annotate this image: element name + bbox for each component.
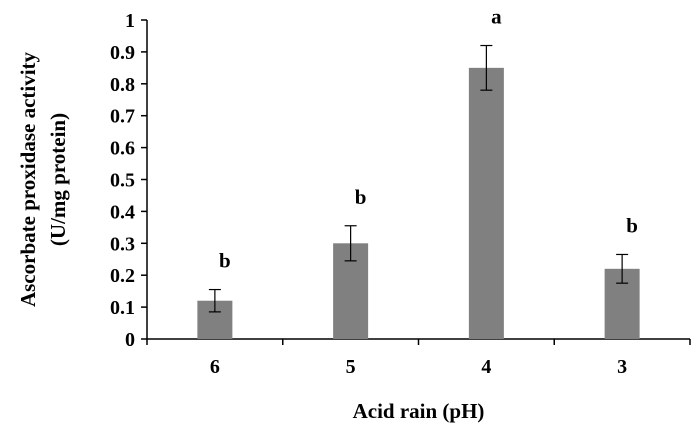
bar-series: b b a b [197, 5, 640, 339]
x-axis-title: Acid rain (pH) [353, 399, 485, 423]
y-tick-label: 1 [125, 10, 135, 32]
y-tick-label: 0.4 [110, 201, 135, 223]
significance-label: b [355, 185, 367, 209]
y-tick-label: 0.5 [110, 170, 135, 192]
y-axis-title-line2: (U/mg protein) [46, 113, 70, 246]
significance-label: b [219, 249, 231, 273]
x-tick-label: 6 [210, 356, 220, 378]
y-axis-title-line1: Ascorbate proxidase activity [16, 51, 40, 307]
bar [468, 67, 504, 339]
y-tick-label: 0.2 [110, 265, 135, 287]
x-tick-label: 4 [481, 356, 491, 378]
y-tick-label: 0.6 [110, 138, 135, 160]
significance-label: a [491, 5, 502, 29]
y-tick-label: 0.8 [110, 74, 135, 96]
significance-label: b [626, 213, 638, 237]
x-axis: 6 5 4 3 [146, 338, 691, 378]
y-tick-label: 0 [125, 329, 135, 351]
x-tick-label: 3 [617, 356, 627, 378]
y-axis: 0 0.1 0.2 0.3 0.4 0.5 0.6 0.7 0.8 0.9 1 [110, 10, 148, 351]
y-tick-label: 0.3 [110, 233, 135, 255]
y-tick-label: 0.7 [110, 106, 135, 128]
x-tick-label: 5 [346, 356, 356, 378]
y-tick-label: 0.9 [110, 42, 135, 64]
y-tick-label: 0.1 [110, 297, 135, 319]
